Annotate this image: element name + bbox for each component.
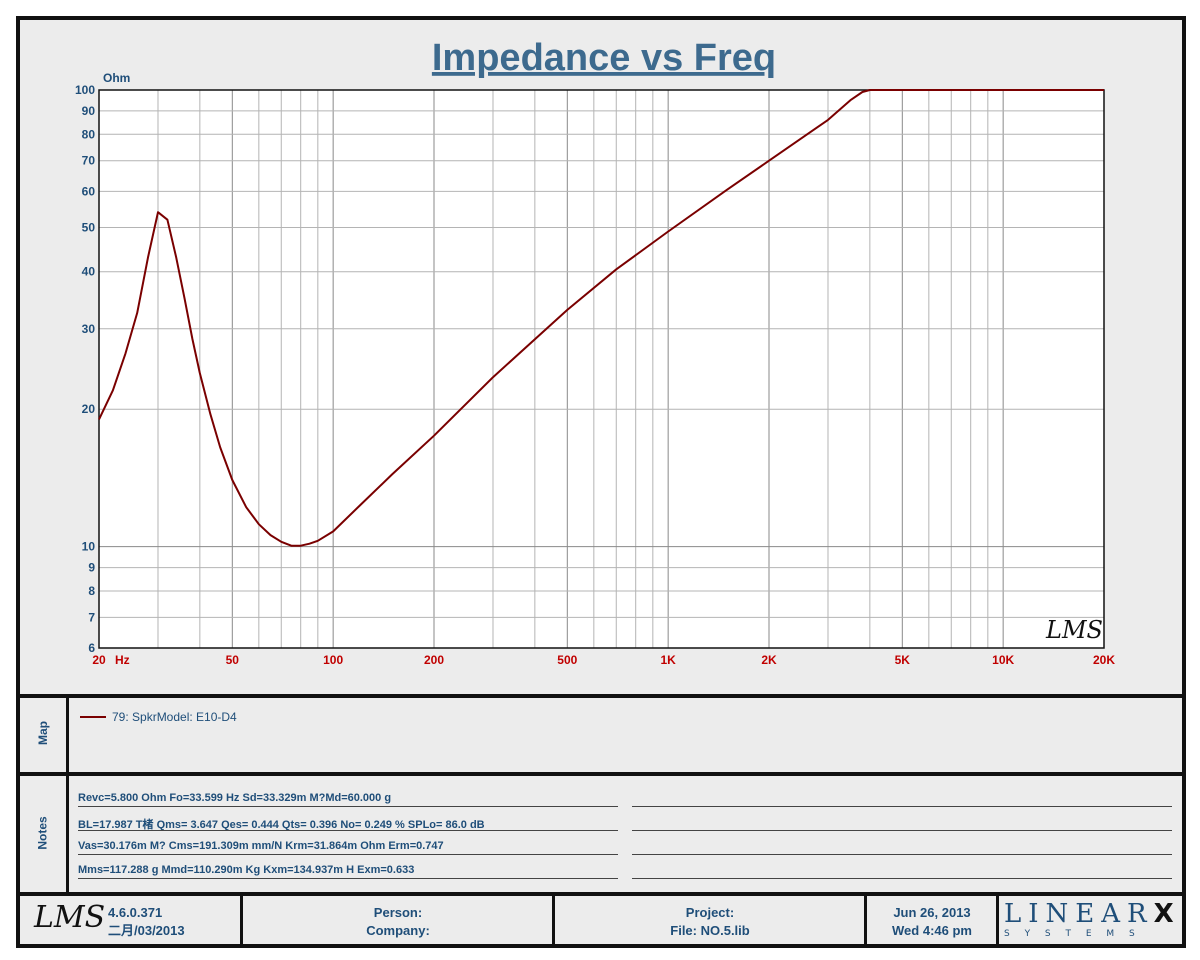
footer-time: Wed 4:46 pm xyxy=(892,923,972,938)
lms-watermark: LMS xyxy=(1045,616,1103,644)
note-line-1: Revc=5.800 Ohm Fo=33.599 Hz Sd=33.329m M… xyxy=(78,792,392,804)
x-tick-label: 200 xyxy=(424,653,444,667)
x-tick-label: 5K xyxy=(895,653,911,667)
brand-linear: LINEAR xyxy=(1004,899,1154,929)
note-rule xyxy=(78,830,618,831)
y-axis-label: Ohm xyxy=(103,71,130,85)
y-tick-label: 80 xyxy=(82,127,96,141)
y-tick-label: 7 xyxy=(88,610,95,624)
x-tick-label: 100 xyxy=(323,653,343,667)
x-tick-label: 1K xyxy=(660,653,676,667)
date-block: Jun 26, 2013 Wed 4:46 pm xyxy=(868,904,996,940)
y-tick-label: 30 xyxy=(82,322,96,336)
impedance-series-line xyxy=(98,89,1104,547)
y-tick-label: 10 xyxy=(82,540,96,554)
x-tick-label: 20 xyxy=(92,653,106,667)
map-divider xyxy=(66,698,69,772)
notes-divider xyxy=(66,776,69,892)
version-date: 二月/03/2013 xyxy=(108,923,185,938)
divider-chart xyxy=(20,694,1182,698)
x-tick-label: 500 xyxy=(557,653,577,667)
note-rule xyxy=(632,878,1172,879)
report-frame: Impedance vs Freq Ohm Hz 20 50 100 200 500 1K… xyxy=(16,16,1186,948)
brand-systems: S Y S T E M S xyxy=(1004,929,1141,939)
x-tick-label: 2K xyxy=(761,653,777,667)
footer-divider xyxy=(864,896,867,944)
note-line-4: Mms=117.288 g Mmd=110.290m Kg Kxm=134.93… xyxy=(78,864,415,876)
lms-logo: LMS xyxy=(34,900,106,935)
y-tick-label: 9 xyxy=(88,561,95,575)
impedance-chart: Impedance vs Freq Ohm Hz 20 50 100 200 500 1K… xyxy=(75,37,1115,667)
y-tick-label: 8 xyxy=(88,584,95,598)
company-label: Company: xyxy=(366,923,430,938)
linearx-logo: LINEARX S Y S T E M S xyxy=(1004,900,1174,940)
map-legend-swatch xyxy=(80,716,106,718)
divider-notes xyxy=(20,892,1182,896)
note-rule xyxy=(78,806,618,807)
note-line-3: Vas=30.176m M? Cms=191.309m mm/N Krm=31.… xyxy=(78,840,444,852)
person-label: Person: xyxy=(373,905,423,920)
y-tick-label: 90 xyxy=(82,104,96,118)
x-tick-label: 20K xyxy=(1093,653,1115,667)
map-legend-text: 79: SpkrModel: E10-D4 xyxy=(112,710,237,724)
divider-map xyxy=(20,772,1182,776)
x-axis-label: Hz xyxy=(115,653,130,667)
version-info: 4.6.0.371 二月/03/2013 xyxy=(108,904,238,940)
map-label: Map xyxy=(36,721,50,745)
x-tick-label: 10K xyxy=(992,653,1014,667)
y-tick-label: 20 xyxy=(82,402,96,416)
note-rule xyxy=(632,854,1172,855)
person-block: Person: Company: xyxy=(244,904,552,940)
y-tick-label: 40 xyxy=(82,265,96,279)
version-number: 4.6.0.371 xyxy=(108,905,163,920)
chart-title: Impedance vs Freq xyxy=(432,37,776,79)
note-rule xyxy=(78,878,618,879)
footer-divider xyxy=(552,896,555,944)
y-tick-label: 6 xyxy=(88,641,95,655)
y-tick-label: 70 xyxy=(82,154,96,168)
note-rule xyxy=(632,830,1172,831)
note-line-2: BL=17.987 T楮 Qms= 3.647 Qes= 0.444 Qts= … xyxy=(78,819,485,831)
project-block: Project: File: NO.5.lib xyxy=(556,904,864,940)
project-label: Project: xyxy=(685,905,735,920)
note-rule xyxy=(78,854,618,855)
y-tick-label: 100 xyxy=(75,83,95,97)
notes-label: Notes xyxy=(36,816,50,850)
note-rule xyxy=(632,806,1172,807)
plot-border xyxy=(98,89,1105,649)
file-label: File: NO.5.lib xyxy=(670,923,750,938)
footer-divider xyxy=(996,896,999,944)
y-tick-label: 50 xyxy=(82,220,96,234)
plot-area xyxy=(99,90,1104,648)
x-tick-label: 50 xyxy=(226,653,240,667)
y-tick-label: 60 xyxy=(82,184,96,198)
footer-divider xyxy=(240,896,243,944)
footer-date: Jun 26, 2013 xyxy=(893,905,971,920)
brand-x: X xyxy=(1153,899,1181,929)
